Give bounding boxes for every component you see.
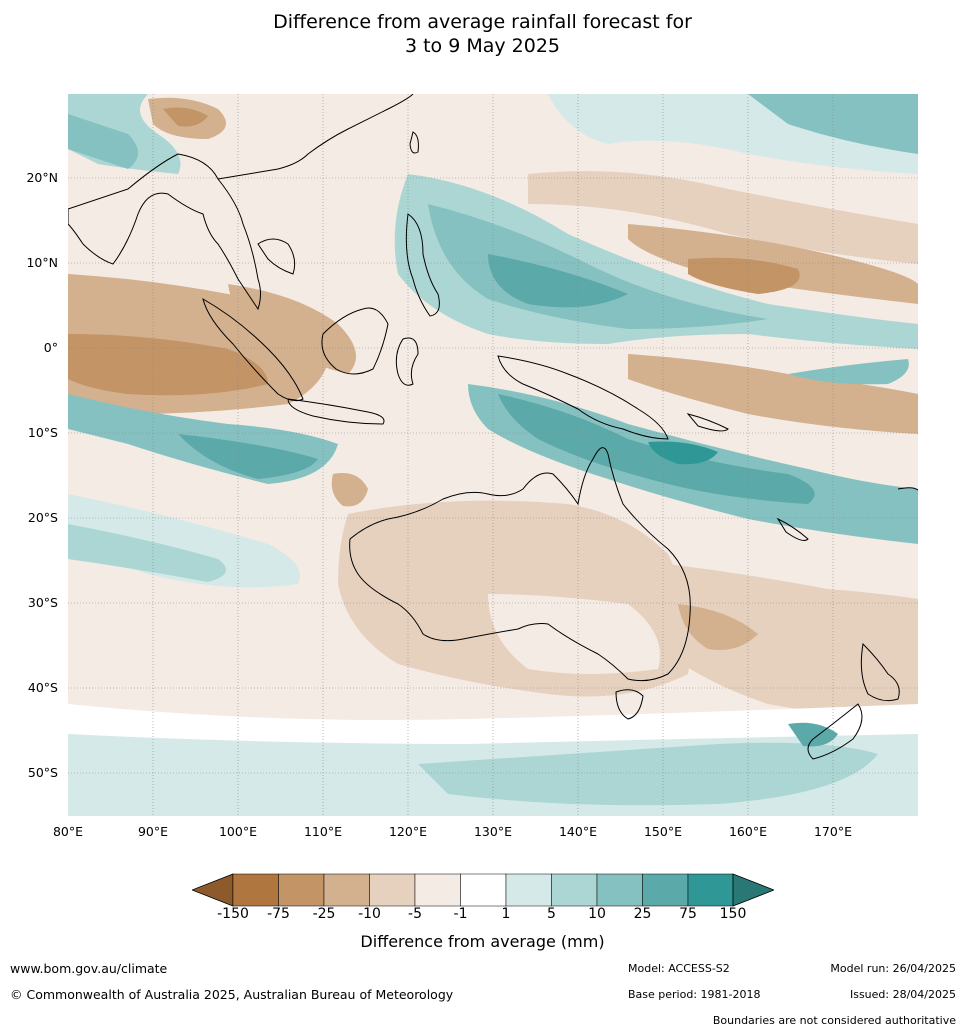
colorbar-label: Difference from average (mm) (360, 932, 605, 951)
anomaly-very-wet (648, 441, 718, 465)
sumatra-coastline (202, 297, 304, 402)
asia-coastline (68, 153, 261, 311)
colorbar-tick: 5 (547, 906, 556, 922)
anomaly-wet-south-indian-core (178, 434, 318, 479)
lat-label-50s: 50°S (27, 765, 58, 780)
anomaly-wet-south-of-nz (788, 722, 838, 747)
map-canvas (68, 94, 918, 816)
colorbar-tick: -5 (408, 906, 422, 922)
colorbar-tick: -75 (267, 906, 290, 922)
sulawesi-coastline (395, 337, 419, 386)
anomaly-dry-sumatra (228, 284, 356, 374)
colorbar-segment-3 (323, 873, 370, 907)
tasmania-coastline (615, 689, 644, 720)
colorbar-segment-2 (278, 873, 325, 907)
colorbar (192, 873, 774, 907)
anomaly-dry-tasman (660, 564, 918, 716)
china-coastline (217, 94, 414, 180)
anomaly-wet-band-core (428, 204, 768, 329)
java-coastline (287, 398, 385, 425)
colorbar-tick: 150 (719, 906, 747, 922)
lon-label-120e: 120°E (388, 824, 427, 839)
rainfall-anomaly-map (68, 94, 918, 816)
colorbar-tick: 25 (633, 906, 652, 922)
anomaly-dry-south-pacific (628, 354, 918, 434)
copyright-text: © Commonwealth of Australia 2025, Austra… (10, 987, 454, 1002)
issued-text: Issued: 28/04/2025 (849, 988, 956, 1001)
colorbar-segment-0 (192, 873, 234, 907)
anomaly-dry-tasman-core (678, 604, 758, 650)
solomon-islands-coastline (686, 413, 729, 432)
colorbar-segment-7 (505, 873, 552, 907)
lon-label-100e: 100°E (218, 824, 257, 839)
taiwan-coastline (409, 131, 419, 154)
lat-label-20n: 20°N (26, 170, 58, 185)
colorbar-tick: -25 (312, 906, 336, 922)
graticule (68, 94, 918, 816)
lat-label-0: 0° (43, 340, 58, 355)
colorbar-segment-12 (732, 873, 774, 907)
colorbar-tick: 1 (501, 906, 511, 922)
nz-north-island-coastline (860, 642, 900, 702)
lon-label-90e: 90°E (137, 824, 169, 839)
new-guinea-coastline (497, 355, 669, 440)
colorbar-segment-8 (551, 873, 598, 907)
anomaly-near-average-south-australia (488, 594, 660, 674)
colorbar-segment-4 (369, 873, 416, 907)
model-text: Model: ACCESS-S2 (628, 962, 730, 975)
lon-label-150e: 150°E (643, 824, 682, 839)
lat-label-10s: 10°S (27, 425, 58, 440)
anomaly-dry-tibet-core (163, 107, 208, 127)
lon-label-140e: 140°E (558, 824, 597, 839)
disclaimer-text: Boundaries are not considered authoritat… (712, 1014, 956, 1027)
anomaly-dry-northwest-shelf (331, 473, 368, 507)
lat-label-40s: 40°S (27, 680, 58, 695)
colorbar-tick: -150 (217, 906, 249, 922)
colorbar-tick: 75 (679, 906, 697, 922)
borneo-coastline (321, 307, 389, 375)
lon-label-110e: 110°E (303, 824, 342, 839)
anomaly-wet-philippines (488, 254, 628, 308)
philippines-coastline (405, 213, 440, 317)
base-period-text: Base period: 1981-2018 (628, 988, 761, 1001)
colorbar-tick: -1 (453, 906, 468, 922)
lon-label-130e: 130°E (473, 824, 512, 839)
model-run-text: Model run: 26/04/2025 (830, 962, 956, 975)
colorbar-segment-1 (232, 873, 279, 907)
anomaly-wet-bay (68, 114, 138, 169)
colorbar-segment-11 (687, 873, 734, 907)
title-line-1: Difference from average rainfall forecas… (273, 11, 692, 33)
colorbar-segment-10 (642, 873, 689, 907)
anomaly-wet-southern-ocean-core (418, 742, 878, 806)
lat-label-10n: 10°N (26, 255, 58, 270)
colorbar-tick: 10 (588, 906, 606, 922)
indochina-coastline (257, 238, 296, 275)
lat-label-20s: 20°S (27, 510, 58, 525)
website-link[interactable]: www.bom.gov.au/climate (10, 961, 168, 976)
anomaly-wet-southern-indian-core (68, 524, 226, 582)
coastlines (68, 94, 918, 760)
anomaly-dry-equatorial-core (68, 334, 268, 396)
colorbar-segment-5 (414, 873, 461, 907)
fiji-coastline (897, 487, 918, 491)
anomaly-dry-pacific-core (688, 257, 800, 294)
australia-coastline (349, 447, 691, 682)
colorbar-tick: -10 (358, 906, 381, 922)
colorbar-segment-6 (460, 873, 507, 907)
new-caledonia-coastline (776, 517, 809, 541)
anomaly-wet-south-pacific-strip (788, 359, 909, 385)
map-title: Difference from average rainfall forecas… (0, 10, 965, 58)
nz-south-island-coastline (807, 703, 863, 760)
lat-label-30s: 30°S (27, 595, 58, 610)
lon-label-160e: 160°E (728, 824, 767, 839)
lon-label-80e: 80°E (52, 824, 84, 839)
anomaly-dry-north-pacific (528, 171, 918, 264)
colorbar-segment-9 (596, 873, 643, 907)
lon-label-170e: 170°E (813, 824, 852, 839)
title-line-2: 3 to 9 May 2025 (404, 35, 561, 57)
